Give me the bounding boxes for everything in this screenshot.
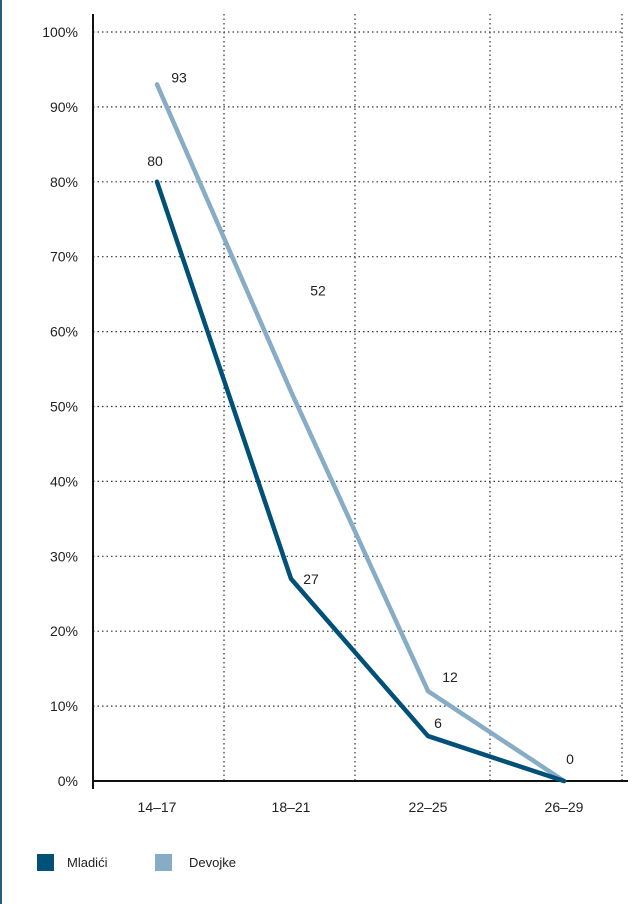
y-tick-label: 50%	[50, 399, 78, 415]
data-label: 52	[310, 283, 326, 299]
y-tick-label: 80%	[50, 174, 78, 190]
y-tick-label: 60%	[50, 324, 78, 340]
y-tick-label: 30%	[50, 548, 78, 564]
y-tick-label: 20%	[50, 623, 78, 639]
y-tick-label: 90%	[50, 99, 78, 115]
y-tick-label: 100%	[42, 24, 78, 40]
x-tick-label: 26–29	[545, 799, 584, 815]
x-tick-label: 22–25	[409, 799, 448, 815]
series-line-devojke	[154, 82, 567, 784]
y-tick-label: 10%	[50, 698, 78, 714]
series-line-mladici	[154, 179, 567, 784]
legend-label: Devojke	[189, 855, 236, 870]
legend-label: Mladići	[67, 855, 108, 870]
legend-swatch	[37, 854, 54, 871]
data-label: 12	[442, 669, 458, 685]
data-label: 27	[303, 571, 319, 587]
data-label: 0	[566, 751, 574, 767]
y-tick-label: 70%	[50, 249, 78, 265]
data-label: 80	[147, 153, 163, 169]
data-label: 93	[171, 69, 187, 85]
x-tick-label: 14–17	[138, 799, 177, 815]
y-tick-label: 40%	[50, 473, 78, 489]
y-tick-label: 0%	[58, 773, 78, 789]
data-label: 6	[434, 715, 442, 731]
legend-swatch	[155, 854, 172, 871]
x-tick-label: 18–21	[272, 799, 311, 815]
